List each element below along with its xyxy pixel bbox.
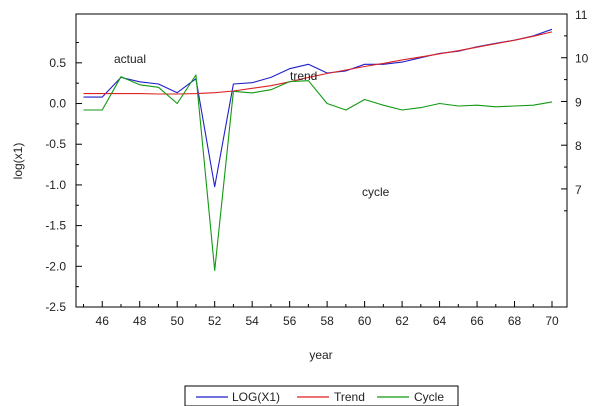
x-tick-label: 48 (133, 314, 147, 328)
x-tick-label: 54 (245, 314, 259, 328)
annotation-actual: actual (114, 52, 146, 66)
right-tick-label: 7 (575, 183, 582, 197)
legend-label-log-x1: LOG(X1) (232, 390, 280, 404)
left-tick-label: 0.5 (49, 56, 66, 70)
series-layer (83, 28, 553, 271)
x-tick-label: 58 (320, 314, 334, 328)
legend-box (184, 385, 459, 406)
right-tick-label: 9 (575, 95, 582, 109)
x-axis-label: year (309, 348, 332, 362)
x-tick-label: 68 (508, 314, 522, 328)
left-tick-label: -0.5 (45, 137, 66, 151)
x-axis-ticks: 46 48 50 52 54 56 58 60 62 64 66 68 70 (82, 301, 559, 328)
legend-label-trend: Trend (334, 390, 365, 404)
left-tick-label: -2.5 (45, 300, 66, 314)
annotation-trend: trend (290, 69, 317, 83)
x-tick-label: 52 (208, 314, 222, 328)
x-tick-label: 56 (283, 314, 297, 328)
series-line-trend (83, 31, 553, 95)
x-tick-label: 46 (96, 314, 110, 328)
annotation-cycle: cycle (362, 185, 390, 199)
left-tick-label: 0.0 (49, 97, 66, 111)
right-tick-label: 10 (575, 52, 589, 66)
x-tick-label: 64 (433, 314, 447, 328)
y-axis-label: log(x1) (11, 143, 25, 180)
x-tick-label: 70 (545, 314, 559, 328)
series-line-log-x1 (83, 28, 553, 188)
right-tick-label: 11 (575, 8, 588, 22)
x-tick-label: 62 (395, 314, 409, 328)
left-tick-label: -1.0 (45, 178, 66, 192)
legend-label-cycle: Cycle (414, 390, 444, 404)
x-tick-label: 50 (171, 314, 185, 328)
left-tick-label: -2.0 (45, 259, 66, 273)
series-line-cycle (83, 74, 553, 271)
plot-frame (75, 13, 568, 308)
right-axis-ticks: 7 8 9 10 11 (561, 8, 589, 212)
x-tick-label: 66 (470, 314, 484, 328)
right-tick-label: 8 (575, 139, 582, 153)
x-tick-label: 60 (358, 314, 372, 328)
legend: LOG(X1) Trend Cycle (184, 385, 459, 406)
left-tick-label: -1.5 (45, 219, 66, 233)
left-axis-ticks: -2.5 -2.0 -1.5 -1.0 -0.5 0.0 0.5 (45, 41, 82, 314)
